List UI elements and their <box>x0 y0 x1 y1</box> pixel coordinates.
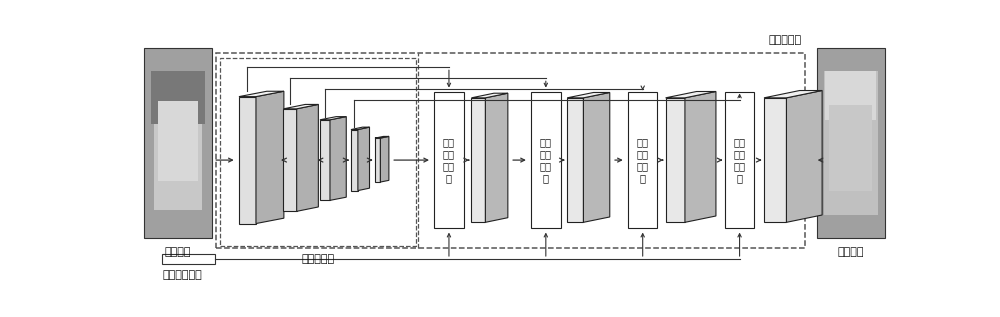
Polygon shape <box>786 91 822 222</box>
Polygon shape <box>380 136 389 182</box>
Polygon shape <box>666 98 685 222</box>
Polygon shape <box>825 71 876 120</box>
Polygon shape <box>829 105 872 191</box>
Polygon shape <box>567 98 583 222</box>
Polygon shape <box>531 92 561 229</box>
Polygon shape <box>297 104 318 211</box>
Polygon shape <box>162 254 215 264</box>
Text: 风格
融合
归一
化: 风格 融合 归一 化 <box>637 137 649 183</box>
Polygon shape <box>283 109 297 211</box>
Polygon shape <box>471 98 485 222</box>
Text: 合成人脸: 合成人脸 <box>838 247 864 257</box>
Polygon shape <box>817 48 885 238</box>
Polygon shape <box>764 91 822 98</box>
Polygon shape <box>330 117 346 200</box>
Polygon shape <box>485 93 508 222</box>
Polygon shape <box>358 127 370 191</box>
Polygon shape <box>725 92 754 229</box>
Polygon shape <box>154 71 202 210</box>
Polygon shape <box>764 98 786 222</box>
Text: 风格
融合
归一
化: 风格 融合 归一 化 <box>443 137 455 183</box>
Text: 编码器网络: 编码器网络 <box>301 254 335 264</box>
Polygon shape <box>628 92 657 229</box>
Polygon shape <box>471 93 508 98</box>
Polygon shape <box>158 101 198 181</box>
Polygon shape <box>351 130 358 191</box>
Polygon shape <box>685 92 716 222</box>
Polygon shape <box>434 92 464 229</box>
Polygon shape <box>320 117 346 120</box>
Polygon shape <box>666 92 716 98</box>
Polygon shape <box>239 97 256 223</box>
Polygon shape <box>567 93 610 98</box>
Text: 年龄条件向量: 年龄条件向量 <box>162 270 202 280</box>
Polygon shape <box>375 138 380 182</box>
Polygon shape <box>283 104 318 109</box>
Polygon shape <box>151 71 205 124</box>
Polygon shape <box>256 91 284 223</box>
Polygon shape <box>583 93 610 222</box>
Polygon shape <box>239 91 284 97</box>
Polygon shape <box>320 120 330 200</box>
Text: 输入人脸: 输入人脸 <box>165 247 191 257</box>
Text: 风格
融合
归一
化: 风格 融合 归一 化 <box>734 137 746 183</box>
Polygon shape <box>144 48 212 238</box>
Text: 解码器网络: 解码器网络 <box>768 36 802 45</box>
Polygon shape <box>375 136 389 138</box>
Polygon shape <box>351 127 370 130</box>
Polygon shape <box>824 71 878 215</box>
Text: 风格
融合
归一
化: 风格 融合 归一 化 <box>540 137 552 183</box>
